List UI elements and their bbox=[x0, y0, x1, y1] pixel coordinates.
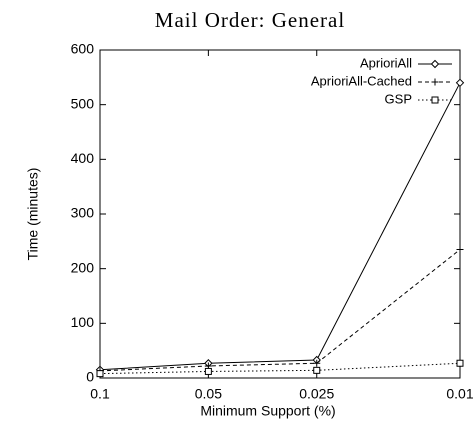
y-tick-label: 400 bbox=[71, 150, 95, 166]
legend-label: AprioriAll bbox=[360, 55, 412, 70]
legend-label: GSP bbox=[385, 91, 412, 106]
series-line bbox=[99, 249, 461, 372]
point bbox=[456, 246, 464, 254]
y-tick-label: 500 bbox=[71, 95, 95, 111]
series-line bbox=[99, 362, 461, 375]
x-tick-label: 0.025 bbox=[299, 386, 334, 402]
y-tick-label: 200 bbox=[71, 259, 95, 275]
y-tick-label: 600 bbox=[71, 41, 95, 57]
point bbox=[96, 370, 104, 378]
y-axis-label: Time (minutes) bbox=[25, 168, 41, 261]
legend-label: AprioriAll-Cached bbox=[311, 73, 412, 88]
x-tick-label: 0.1 bbox=[90, 386, 110, 402]
point bbox=[456, 359, 464, 367]
point bbox=[455, 78, 465, 88]
x-tick-label: 0.01 bbox=[446, 386, 473, 402]
series-line bbox=[99, 82, 461, 371]
legend-marker bbox=[430, 59, 440, 69]
point bbox=[204, 367, 212, 375]
y-tick-label: 0 bbox=[86, 369, 94, 385]
x-axis-label: Minimum Support (%) bbox=[200, 403, 335, 419]
legend-marker bbox=[431, 96, 439, 104]
y-tick-label: 300 bbox=[71, 205, 95, 221]
y-tick-label: 100 bbox=[71, 314, 95, 330]
x-tick-label: 0.05 bbox=[195, 386, 222, 402]
point bbox=[313, 366, 321, 374]
chart-title: Mail Order: General bbox=[155, 8, 345, 32]
legend-marker bbox=[431, 78, 439, 86]
point bbox=[313, 359, 321, 367]
